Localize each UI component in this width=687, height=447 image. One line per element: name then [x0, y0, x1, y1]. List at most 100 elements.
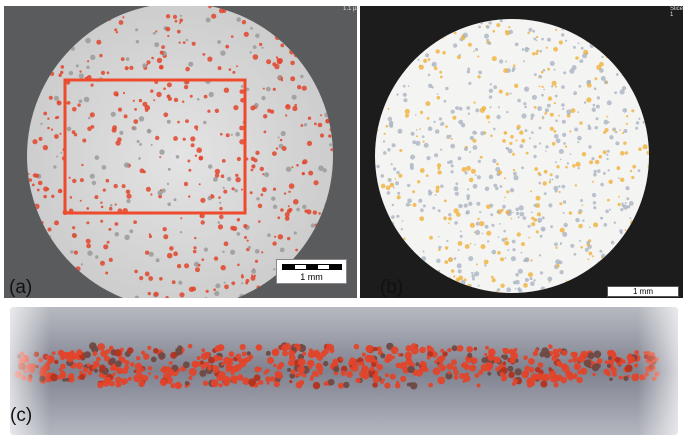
- particle: [638, 27, 642, 32]
- particle: [234, 189, 238, 193]
- particle: [468, 256, 474, 262]
- particle: [634, 54, 638, 58]
- particle: [465, 165, 471, 171]
- particle: [453, 257, 457, 260]
- particle: [435, 25, 439, 29]
- particle: [86, 221, 90, 225]
- particle: [523, 259, 527, 263]
- particle: [409, 58, 414, 62]
- particle: [477, 284, 480, 287]
- particle: [515, 139, 518, 142]
- particle: [412, 190, 416, 194]
- particle: [134, 295, 140, 298]
- particle: [400, 228, 404, 231]
- particle: [245, 281, 249, 285]
- particle: [591, 157, 595, 161]
- particle: [530, 113, 535, 118]
- particle: [436, 30, 441, 35]
- particle: [203, 94, 208, 99]
- particle: [547, 276, 553, 282]
- particle: [403, 237, 406, 240]
- particle: [394, 246, 400, 252]
- particle: [173, 97, 179, 103]
- particle: [426, 117, 430, 120]
- particle: [108, 257, 113, 262]
- particle: [450, 170, 454, 174]
- particle: [418, 268, 421, 271]
- particle: [322, 16, 325, 19]
- particle: [457, 269, 462, 274]
- particle: [629, 169, 633, 173]
- panel-a-micrograph: [4, 6, 357, 298]
- particle: [261, 46, 264, 49]
- particle: [222, 250, 225, 253]
- particle: [28, 102, 33, 107]
- particle: [184, 263, 190, 269]
- particle: [255, 150, 260, 155]
- particle: [394, 44, 397, 47]
- particle: [387, 107, 390, 110]
- particle: [254, 249, 260, 254]
- particle: [281, 146, 287, 151]
- particle: [502, 139, 506, 143]
- particle: [421, 256, 427, 261]
- particle: [380, 174, 385, 178]
- particle: [296, 164, 299, 167]
- particle: [550, 225, 553, 229]
- particle: [115, 140, 121, 146]
- particle: [396, 93, 399, 96]
- particle: [276, 58, 280, 61]
- particle: [119, 130, 124, 135]
- particle: [28, 239, 34, 244]
- particle: [304, 209, 308, 213]
- particle: [436, 93, 439, 95]
- particle: [524, 48, 529, 53]
- particle: [524, 105, 527, 109]
- particle: [512, 64, 516, 67]
- particle: [178, 41, 181, 44]
- particle: [523, 282, 528, 288]
- particle: [32, 55, 37, 61]
- particle: [85, 37, 91, 44]
- particle: [547, 37, 551, 42]
- particle: [429, 283, 434, 287]
- particle: [257, 203, 263, 209]
- particle: [407, 198, 412, 204]
- particle: [280, 130, 286, 137]
- particle: [622, 275, 627, 280]
- particle: [535, 35, 539, 39]
- particle: [523, 102, 527, 106]
- particle: [637, 40, 640, 43]
- particle: [267, 233, 271, 237]
- particle: [90, 83, 94, 87]
- particle: [77, 103, 81, 107]
- particle: [411, 290, 416, 293]
- particle: [179, 231, 183, 234]
- particle: [538, 254, 542, 257]
- particle: [198, 183, 201, 186]
- particle: [194, 125, 199, 130]
- particle: [43, 11, 47, 16]
- particle: [52, 6, 56, 9]
- particle: [645, 214, 649, 218]
- particle: [397, 58, 403, 64]
- particle: [555, 28, 558, 31]
- particle: [563, 71, 567, 75]
- particle: [504, 237, 508, 241]
- particle: [437, 289, 441, 293]
- particle: [549, 173, 553, 177]
- particle: [635, 126, 639, 130]
- particle: [553, 68, 556, 71]
- particle: [54, 220, 59, 226]
- particle: [331, 65, 333, 69]
- particle: [165, 26, 171, 32]
- particle: [403, 29, 406, 33]
- particle: [254, 102, 259, 108]
- particle: [591, 180, 594, 183]
- particle: [158, 194, 163, 199]
- particle: [574, 184, 578, 187]
- particle: [70, 46, 75, 51]
- particle: [492, 29, 496, 33]
- particle: [470, 168, 476, 174]
- particle: [508, 29, 514, 35]
